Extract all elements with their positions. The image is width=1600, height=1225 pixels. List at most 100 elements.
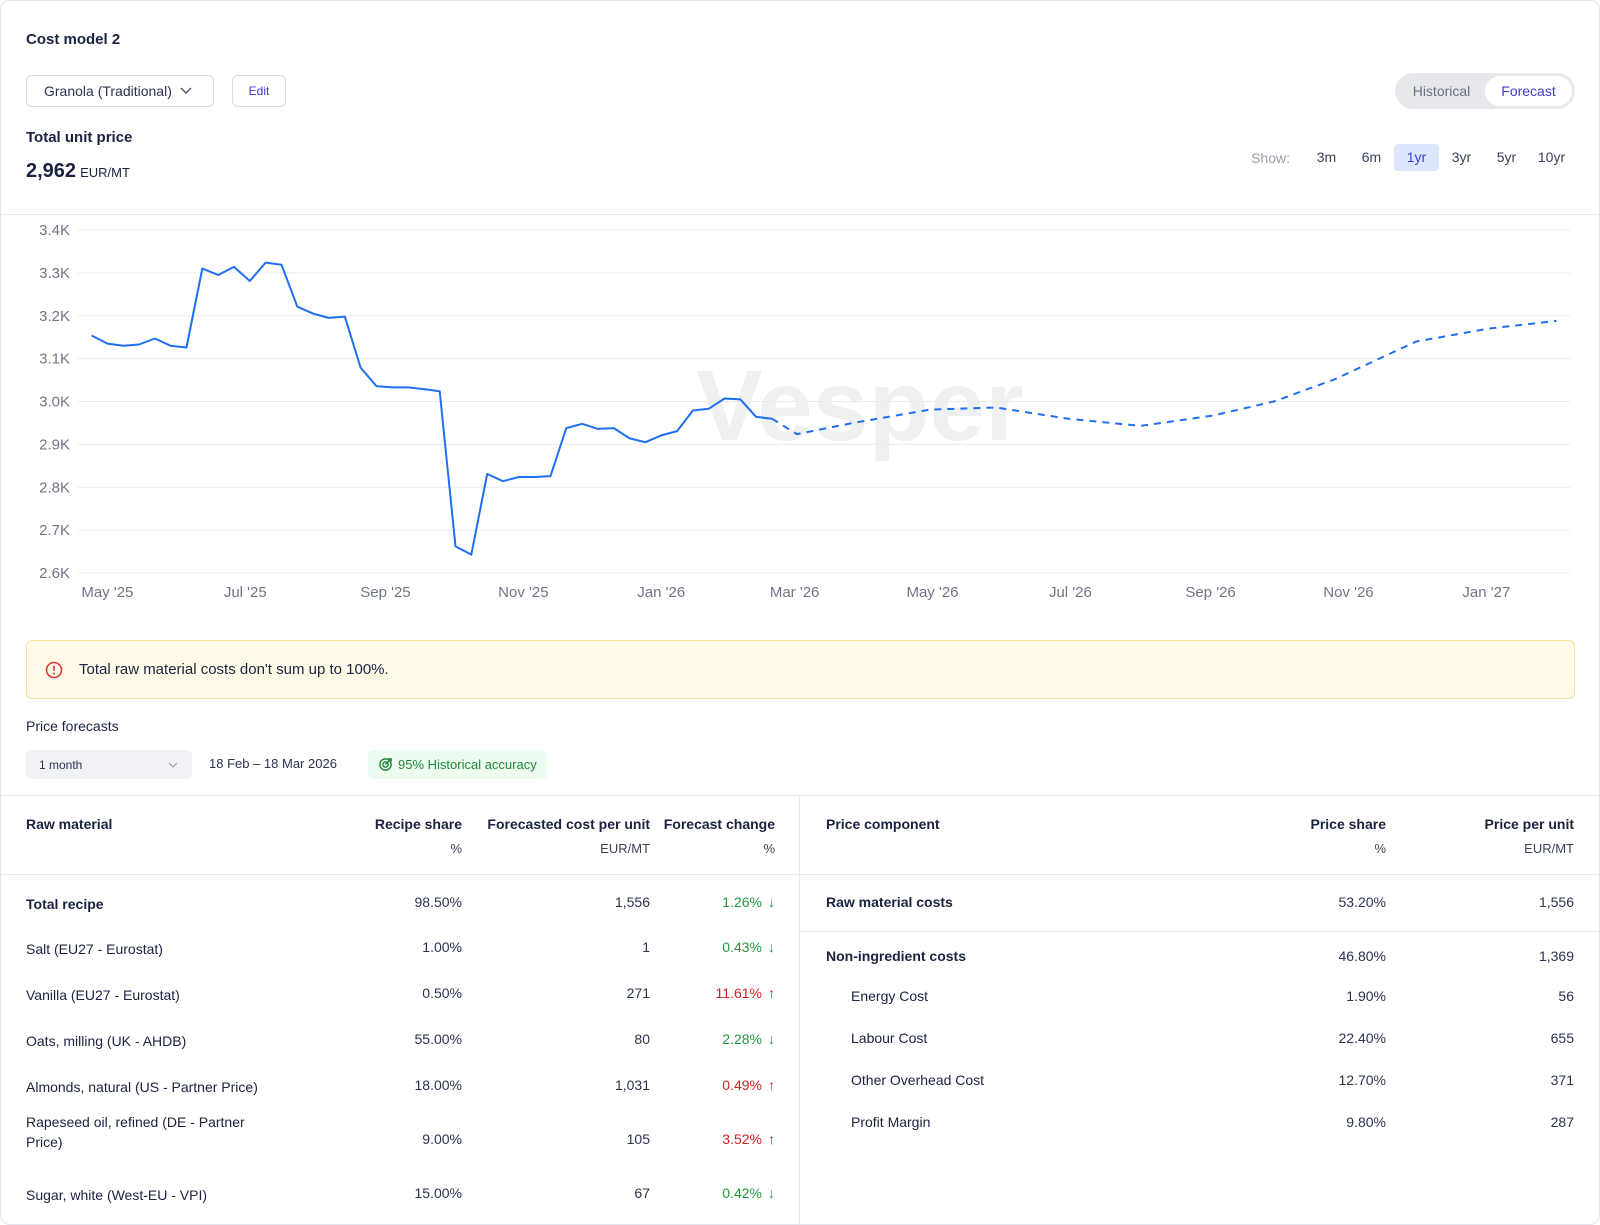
range-6m[interactable]: 6m [1361, 149, 1382, 165]
forecasted-cost: 1,556 [614, 894, 650, 910]
horizon-value: 1 month [39, 757, 83, 772]
raw-material-name: Salt (EU27 - Eurostat) [26, 941, 163, 957]
y-tick-label: 2.6K [39, 565, 70, 582]
forecast-change-value: 11.61% [715, 985, 762, 1001]
forecasted-cost: 80 [634, 1031, 650, 1047]
x-tick-label: Jul '26 [1049, 584, 1092, 601]
x-tick-label: Sep '25 [360, 584, 410, 601]
raw-material-name: Rapeseed oil, refined (DE - Partner Pric… [26, 1114, 245, 1150]
chevron-down-icon [180, 87, 192, 94]
raw-table-header: Recipe share [374, 816, 462, 832]
warning-alert: Total raw material costs don't sum up to… [26, 640, 1575, 699]
x-tick-label: May '26 [906, 584, 958, 601]
price-chart: Vesper 3.4K 3.3K 3.2K 3.1K 3.0K 2.9K 2.8K 2.7K 2.… [39, 222, 1570, 601]
horizon-select[interactable]: 1 month [26, 750, 192, 779]
price-share: 9.80% [1346, 1114, 1386, 1130]
y-tick-label: 3.3K [39, 265, 70, 282]
price-value: 2,962 [26, 160, 77, 182]
forecasted-cost: 105 [626, 1131, 650, 1147]
recipe-share: 98.50% [414, 894, 462, 910]
price-per-unit: 56 [1558, 988, 1574, 1004]
forecast-change-value: 0.42% [722, 1185, 762, 1201]
total-unit-price-value: 2,962 EUR/MT [26, 160, 130, 183]
forecast-change: 0.42% ↓ [722, 1185, 775, 1201]
raw-material-name: Sugar, white (West-EU - VPI) [26, 1187, 208, 1203]
forecast-change: 2.28% ↓ [722, 1031, 775, 1047]
forecasted-cost: 271 [626, 985, 650, 1001]
toggle-historical[interactable]: Historical [1412, 83, 1471, 99]
historical-line [91, 261, 773, 556]
range-10yr[interactable]: 10yr [1537, 149, 1566, 165]
price-per-unit: 371 [1550, 1072, 1574, 1088]
price-table-header: Price per unit [1484, 816, 1574, 832]
price-component-name: Labour Cost [851, 1030, 928, 1046]
arrow-up-icon: ↑ [768, 1077, 775, 1093]
forecast-change: 1.26% ↓ [722, 894, 775, 910]
toggle-forecast[interactable]: Forecast [1485, 76, 1572, 106]
forecast-change-value: 1.26% [722, 894, 762, 910]
watermark-logo: Vesper [696, 350, 1024, 462]
forecast-change-value: 0.49% [722, 1077, 762, 1093]
forecast-change: 0.43% ↓ [722, 939, 775, 955]
accuracy-text: 95% Historical accuracy [398, 757, 537, 772]
raw-table-header: Forecast change [663, 816, 775, 832]
chevron-down-icon [168, 762, 178, 768]
y-tick-label: 3.2K [39, 308, 70, 325]
arrow-down-icon: ↓ [768, 1185, 775, 1201]
recipe-share: 1.00% [422, 939, 462, 955]
price-share: 46.80% [1338, 948, 1386, 964]
price-per-unit: 1,556 [1538, 894, 1574, 910]
x-tick-label: Jan '26 [637, 584, 685, 601]
forecast-line [771, 319, 1557, 436]
price-component-name: Other Overhead Cost [851, 1072, 985, 1088]
y-tick-label: 3.0K [39, 394, 70, 411]
price-per-unit: 287 [1550, 1114, 1574, 1130]
price-table-header-unit: % [1374, 841, 1386, 856]
range-3m[interactable]: 3m [1316, 149, 1337, 165]
divider [0, 214, 1600, 215]
total-unit-price-label: Total unit price [26, 129, 133, 146]
price-forecasts-label: Price forecasts [26, 718, 119, 734]
product-dropdown[interactable]: Granola (Traditional) [26, 75, 214, 107]
range-5yr[interactable]: 5yr [1496, 149, 1517, 165]
forecast-change: 11.61% ↑ [716, 985, 775, 1001]
view-toggle: Historical Forecast [1395, 73, 1575, 109]
raw-material-name: Vanilla (EU27 - Eurostat) [26, 987, 180, 1003]
forecast-change: 3.52% ↑ [722, 1131, 775, 1147]
y-tick-label: 3.4K [39, 222, 70, 239]
y-tick-label: 2.9K [39, 436, 70, 453]
price-share: 22.40% [1338, 1030, 1386, 1046]
divider [800, 931, 1600, 932]
x-tick-label: Nov '26 [1323, 584, 1373, 601]
page-title: Cost model 2 [26, 31, 121, 48]
edit-button[interactable]: Edit [232, 75, 286, 107]
recipe-share: 0.50% [422, 985, 462, 1001]
x-tick-label: Jul '25 [224, 584, 267, 601]
raw-table-header: Forecasted cost per unit [487, 816, 650, 832]
range-3yr[interactable]: 3yr [1451, 149, 1472, 165]
forecasted-cost: 67 [634, 1185, 650, 1201]
y-tick-label: 2.7K [39, 522, 70, 539]
forecast-date-range: 18 Feb – 18 Mar 2026 [209, 756, 337, 771]
forecast-change: 0.49% ↑ [722, 1077, 775, 1093]
recipe-share: 15.00% [414, 1185, 462, 1201]
y-tick-label: 2.8K [39, 479, 70, 496]
divider [0, 795, 1600, 796]
arrow-down-icon: ↓ [768, 894, 775, 910]
range-selector: Show: 3m 6m 1yr 3yr 5yr 10yr [1251, 144, 1574, 171]
range-1yr[interactable]: 1yr [1394, 144, 1439, 171]
raw-table-header-unit: % [763, 841, 775, 856]
arrow-up-icon: ↑ [768, 1131, 775, 1147]
range-label: Show: [1251, 149, 1290, 166]
raw-material-name: Total recipe [26, 896, 104, 912]
x-tick-label: Nov '25 [498, 584, 548, 601]
price-share: 1.90% [1346, 988, 1386, 1004]
divider [0, 874, 799, 875]
y-tick-label: 3.1K [39, 351, 70, 368]
table-divider [799, 796, 800, 1225]
x-tick-label: Sep '26 [1185, 584, 1235, 601]
x-tick-label: Mar '26 [770, 584, 820, 601]
price-per-unit: 1,369 [1538, 948, 1574, 964]
price-share: 53.20% [1338, 894, 1386, 910]
forecasted-cost: 1,031 [614, 1077, 650, 1093]
